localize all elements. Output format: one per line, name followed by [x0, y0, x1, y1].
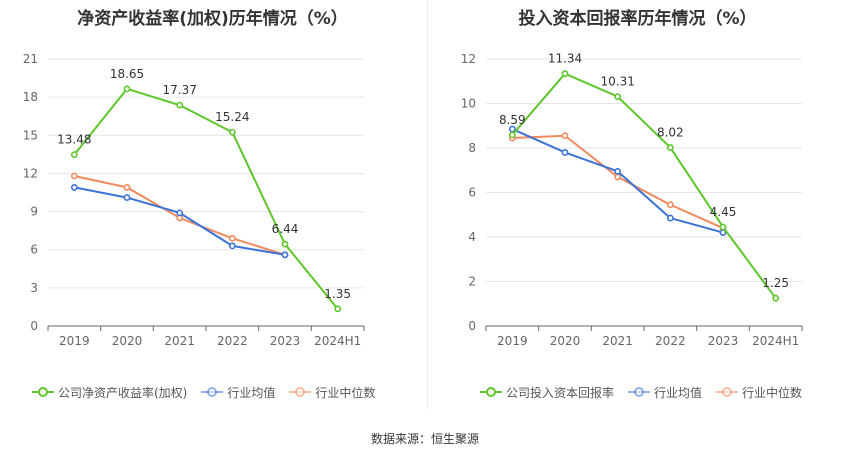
x-tick-label: 2022 [655, 334, 686, 348]
legend-swatch-icon [201, 387, 224, 397]
x-tick-label: 2021 [602, 334, 633, 348]
y-tick-label: 21 [23, 52, 38, 66]
roic-company-point[interactable] [772, 294, 780, 302]
x-tick-label: 2019 [497, 334, 528, 348]
data-label: 17.37 [162, 83, 196, 97]
legend-swatch-icon [289, 387, 312, 397]
roe-industry-median-point[interactable] [228, 234, 236, 242]
x-tick-label: 2024H1 [314, 334, 361, 348]
roic-company-point[interactable] [719, 223, 727, 231]
x-tick-label: 2024H1 [752, 334, 799, 348]
roe-industry-mean-point[interactable] [176, 209, 184, 217]
roic-company-line [511, 72, 777, 299]
data-label: 1.25 [762, 276, 789, 290]
roe-industry-mean-point[interactable] [228, 242, 236, 250]
roe-company-point[interactable] [70, 151, 78, 159]
data-label: 1.35 [324, 287, 351, 301]
roic-company-point[interactable] [666, 144, 674, 151]
chart-title-roic: 投入资本回报率历年情况（%） [518, 9, 757, 29]
y-tick-label: 0 [30, 319, 38, 333]
roic-industry-median-point[interactable] [561, 132, 569, 140]
legend-item-company[interactable]: 公司投入资本回报率 [480, 384, 614, 401]
data-label: 8.02 [657, 126, 684, 140]
roic-industry-median-point[interactable] [614, 173, 622, 181]
legend-item-industry-mean[interactable]: 行业均值 [201, 384, 275, 401]
roe-company-point[interactable] [334, 305, 342, 313]
roe-company-line [73, 87, 339, 310]
x-tick-label: 2019 [59, 334, 90, 348]
roic-industry-mean-point[interactable] [561, 149, 569, 156]
roic-chart: 0 2 4 6 8 10 12 2019 2020 2021 2022 2023 2024H1 8.59 1… [461, 52, 803, 348]
y-tick-label: 18 [23, 90, 38, 104]
y-tick-label: 10 [461, 97, 476, 111]
roe-industry-mean-point[interactable] [281, 251, 289, 259]
legend-label: 行业均值 [654, 385, 703, 400]
legend-item-company[interactable]: 公司净资产收益率(加权) [32, 384, 187, 401]
roe-company-point[interactable] [176, 101, 184, 109]
data-label: 15.24 [215, 110, 249, 124]
legend-item-industry-mean[interactable]: 行业均值 [628, 384, 702, 401]
y-tick-label: 15 [23, 128, 38, 142]
x-tick-label: 2020 [112, 334, 143, 348]
x-tick-label: 2023 [270, 334, 301, 348]
roe-chart: 0 3 6 9 12 15 18 21 2019 2020 2021 2022 2023 2024H1 13… [23, 52, 365, 348]
data-label: 10.31 [600, 75, 634, 89]
legend-item-industry-median[interactable]: 行业中位数 [716, 384, 802, 401]
data-label: 6.44 [272, 222, 299, 236]
roic-industry-median-line [512, 134, 724, 230]
y-tick-label: 4 [468, 230, 476, 244]
roic-company-point[interactable] [561, 70, 569, 78]
roe-industry-mean-point[interactable] [123, 194, 131, 201]
x-tick-label: 2022 [217, 334, 248, 348]
chart-divider [427, 0, 428, 410]
x-tick-label: 2021 [164, 334, 195, 348]
source-note: 数据来源：恒生聚源 [370, 432, 479, 446]
y-tick-label: 6 [30, 243, 38, 257]
y-tick-label: 12 [461, 52, 476, 66]
data-label: 13.48 [57, 133, 91, 147]
legend-label: 公司投入资本回报率 [506, 385, 615, 400]
roe-legend: 公司净资产收益率(加权) 行业均值 行业中位数 [32, 383, 389, 401]
data-label: 18.65 [110, 67, 144, 81]
legend-label: 行业中位数 [315, 385, 376, 400]
y-tick-label: 6 [468, 186, 476, 200]
legend-item-industry-median[interactable]: 行业中位数 [289, 384, 375, 401]
roic-company-point[interactable] [508, 131, 516, 139]
roe-industry-median-point[interactable] [70, 172, 78, 180]
chart-title-roe: 净资产收益率(加权)历年情况（%） [77, 9, 348, 29]
roic-industry-mean-point[interactable] [666, 214, 674, 222]
data-label: 11.34 [548, 52, 582, 66]
roic-industry-mean-point[interactable] [614, 167, 622, 175]
y-tick-label: 3 [30, 281, 38, 295]
y-tick-label: 0 [468, 319, 476, 333]
legend-swatch-icon [480, 387, 502, 397]
roic-industry-mean-point[interactable] [508, 125, 516, 133]
roic-industry-median-point[interactable] [666, 201, 674, 209]
y-tick-label: 12 [23, 166, 38, 180]
roe-company-point[interactable] [123, 85, 131, 93]
x-tick-label: 2023 [708, 334, 739, 348]
y-tick-label: 9 [30, 205, 38, 219]
roe-company-point[interactable] [228, 128, 236, 136]
legend-label: 行业中位数 [742, 385, 803, 400]
roe-industry-mean-point[interactable] [70, 184, 78, 191]
legend-label: 行业均值 [227, 385, 276, 400]
legend-label: 公司净资产收益率(加权) [58, 385, 188, 400]
legend-swatch-icon [32, 387, 54, 397]
y-tick-label: 8 [468, 141, 476, 155]
data-label: 4.45 [710, 205, 737, 219]
roe-industry-median-point[interactable] [123, 184, 131, 191]
legend-swatch-icon [716, 387, 739, 397]
roe-company-point[interactable] [281, 240, 289, 248]
y-tick-label: 2 [468, 275, 476, 289]
legend-swatch-icon [628, 387, 651, 397]
x-tick-label: 2020 [550, 334, 581, 348]
data-label: 8.59 [499, 113, 526, 127]
roic-company-point[interactable] [614, 93, 622, 101]
roic-legend: 公司投入资本回报率 行业均值 行业中位数 [480, 383, 816, 401]
